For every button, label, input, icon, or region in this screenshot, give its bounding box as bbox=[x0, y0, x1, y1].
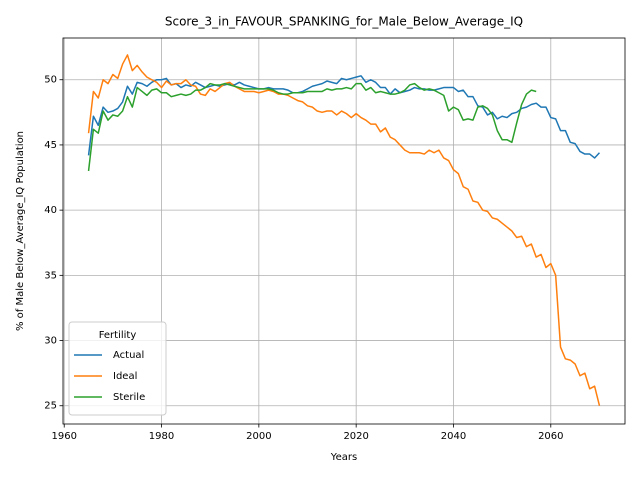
legend-label: Sterile bbox=[113, 392, 145, 403]
y-tick-label: 40 bbox=[44, 205, 57, 216]
series-line bbox=[87, 54, 601, 406]
x-tick-label: 2020 bbox=[343, 431, 368, 442]
x-tick-label: 1980 bbox=[149, 431, 174, 442]
legend-label: Ideal bbox=[113, 371, 137, 382]
legend-label: Actual bbox=[113, 350, 144, 361]
chart-title: Score_3_in_FAVOUR_SPANKING_for_Male_Belo… bbox=[165, 15, 523, 29]
y-tick-label: 25 bbox=[44, 401, 57, 412]
y-tick-label: 35 bbox=[44, 270, 57, 281]
y-tick-label: 30 bbox=[44, 336, 57, 347]
plot-frame bbox=[62, 37, 626, 425]
x-tick-label: 2000 bbox=[246, 431, 271, 442]
legend-box bbox=[68, 321, 167, 416]
x-axis-label: Years bbox=[330, 452, 357, 463]
legend: Fertility Actual Ideal Sterile bbox=[68, 321, 167, 416]
series-line bbox=[87, 82, 537, 172]
y-tick-label: 50 bbox=[44, 75, 57, 86]
x-tick-label: 2060 bbox=[538, 431, 563, 442]
x-tick-label: 1960 bbox=[51, 431, 76, 442]
y-axis-label: % of Male Below_Average_IQ Population bbox=[15, 131, 26, 331]
legend-title: Fertility bbox=[99, 330, 137, 341]
y-tick-label: 45 bbox=[44, 140, 57, 151]
x-tick-label: 2040 bbox=[441, 431, 466, 442]
